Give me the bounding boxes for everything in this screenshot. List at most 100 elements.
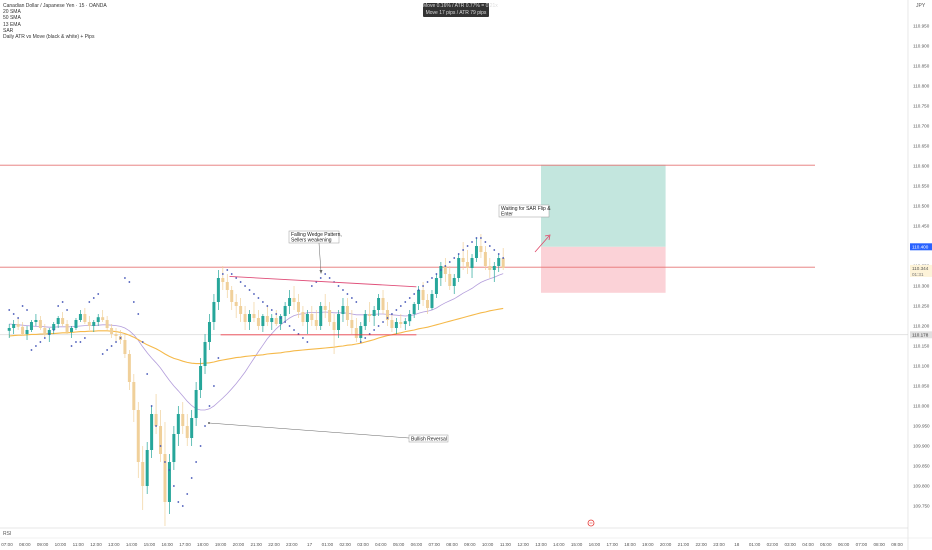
sar-dot [431, 277, 433, 279]
sar-dot [8, 309, 11, 311]
legend-item-atr[interactable]: Daily ATR vs Move (black & white) + Pips [3, 34, 95, 41]
candle-body [337, 314, 341, 330]
sar-dot [457, 253, 460, 255]
sar-dot [408, 297, 411, 299]
candle-body [439, 266, 443, 278]
time-tick-label: 17:00 [606, 542, 618, 547]
candle-body [65, 324, 69, 332]
sar-dot [391, 313, 393, 315]
sar-dot [426, 281, 429, 283]
candle-body [25, 330, 29, 334]
candle-body [372, 310, 376, 316]
candle-body [21, 326, 25, 334]
sar-dot [61, 301, 64, 303]
candle-body [234, 302, 238, 306]
sar-dot [266, 305, 269, 307]
legend-item-ema13[interactable]: 13 EMA [3, 21, 21, 28]
sar-dot [422, 285, 424, 287]
price-tag-last: 110.344 [912, 266, 929, 271]
sar-dot [471, 241, 473, 243]
time-tick-label: 18:00 [197, 542, 209, 547]
sar-dot [83, 337, 86, 339]
legend-item-sma50[interactable]: 50 SMA [3, 15, 21, 22]
sar-dot [342, 289, 344, 291]
candle-body [417, 290, 421, 304]
sar-dot [30, 349, 33, 351]
candle-body [123, 340, 127, 354]
price-tick-label: 109.850 [913, 464, 930, 469]
sar-dot [17, 317, 20, 319]
candle-body [199, 366, 203, 390]
candle-body [492, 266, 496, 270]
candle-body [145, 450, 149, 486]
candle-body [403, 321, 407, 324]
symbol-title[interactable]: Canadian Dollar / Japanese Yen · 15 · OA… [3, 3, 107, 9]
price-tick-label: 110.900 [913, 44, 930, 49]
sar-dot [26, 309, 28, 311]
candle-body [328, 310, 332, 322]
sar-dot [110, 345, 113, 347]
time-tick-label: 15:00 [571, 542, 583, 547]
sar-dot [177, 501, 180, 503]
time-tick-label: 14:00 [126, 542, 138, 547]
sar-dot [155, 425, 157, 427]
sar-dot [226, 269, 229, 271]
price-tick-label: 110.300 [913, 284, 930, 289]
sar-dot [159, 445, 162, 447]
candle-body [296, 302, 300, 312]
sar-dot [261, 301, 264, 303]
legend-item-sma20[interactable]: 20 SMA [3, 9, 21, 16]
candle-body [279, 316, 283, 324]
sar-dot [346, 293, 349, 295]
candle-body [136, 410, 140, 462]
note-wedge-line-2: Sellers weakening [291, 238, 332, 244]
time-tick-label: 07:00 [856, 542, 868, 547]
sar-dot [168, 469, 171, 471]
time-tick-label: 18 [734, 542, 740, 547]
sar-dot [164, 461, 166, 463]
sar-dot [497, 253, 500, 255]
candle-body [359, 326, 363, 338]
sar-dot [235, 277, 238, 279]
note-sar-line-2: Enter [501, 212, 513, 218]
candle-body [132, 382, 136, 410]
sar-dot [270, 309, 273, 311]
candle-body [194, 390, 198, 418]
candle-body [248, 314, 252, 322]
sar-dot [88, 301, 91, 303]
candle-body [92, 322, 96, 326]
candle-body [412, 304, 416, 314]
time-tick-label: 06:00 [838, 542, 850, 547]
legend-item-sar[interactable]: SAR [3, 27, 14, 34]
sar-dot [382, 321, 384, 323]
sar-dot [35, 345, 37, 347]
candle-body [288, 298, 292, 306]
price-tick-label: 110.750 [913, 104, 930, 109]
candle-body [341, 306, 345, 314]
sar-dot [253, 293, 255, 295]
time-tick-label: 13:00 [108, 542, 120, 547]
countdown-label: 01:31 [912, 272, 924, 277]
price-tick-label: 110.250 [913, 304, 930, 309]
sar-dot [306, 341, 309, 343]
sar-dot [208, 405, 211, 407]
candle-body [466, 262, 470, 268]
sar-dot [21, 305, 24, 307]
time-tick-label: 22:00 [268, 542, 280, 547]
time-tick-label: 10:00 [482, 542, 494, 547]
sar-dot [448, 261, 451, 263]
sar-dot [221, 273, 224, 275]
sar-dot [52, 329, 55, 331]
rsi-pane-label[interactable]: RSI [3, 531, 12, 537]
time-tick-label: 01:00 [322, 542, 334, 547]
time-tick-label: 11:00 [73, 542, 85, 547]
time-tick-label: 03:00 [357, 542, 369, 547]
sar-dot [475, 237, 478, 239]
candle-body [43, 328, 47, 335]
candle-body [434, 278, 438, 294]
time-tick-label: 16:00 [161, 542, 173, 547]
price-tick-label: 109.950 [913, 424, 930, 429]
candle-body [114, 334, 118, 336]
sar-dot [319, 277, 322, 279]
